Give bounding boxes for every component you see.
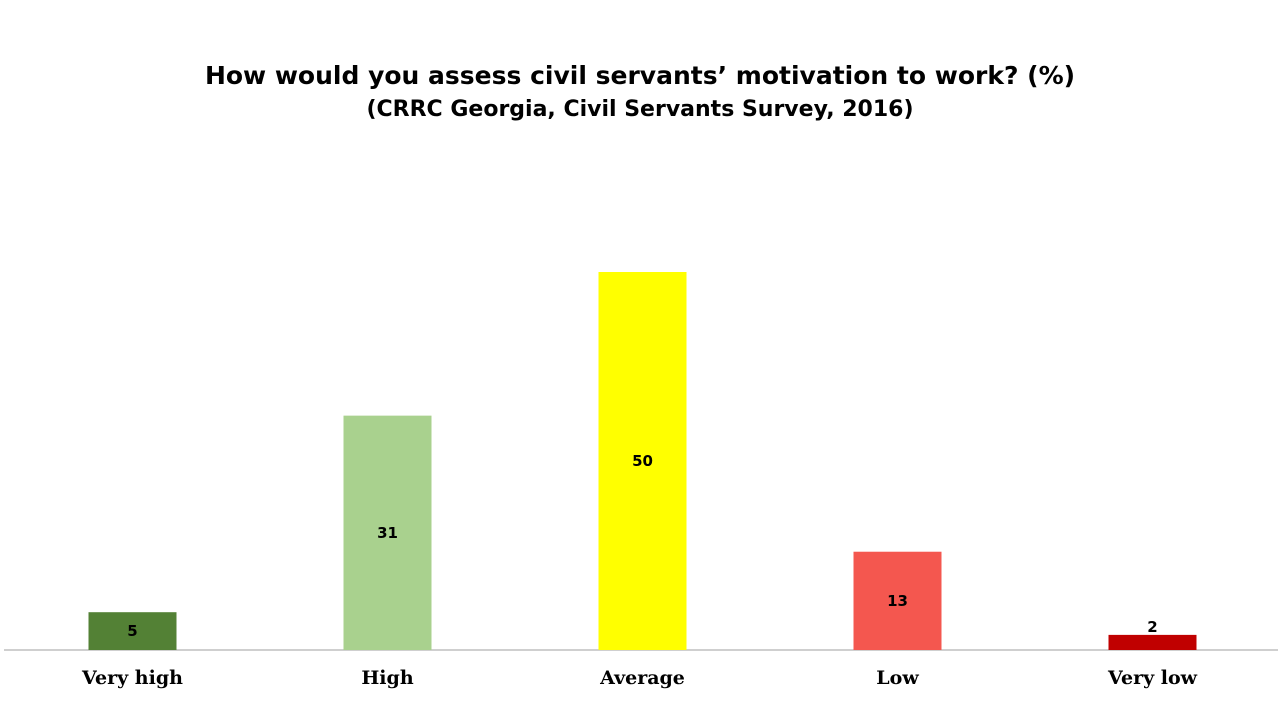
value-labels-group: 5 31 50 13 2 — [127, 452, 1157, 640]
data-label-very-low: 2 — [1147, 618, 1157, 636]
chart-title-block: How would you assess civil servants’ mot… — [0, 58, 1280, 126]
bar-very-low — [1108, 634, 1197, 650]
category-label-average: Average — [599, 667, 685, 689]
category-label-very-low: Very low — [1107, 667, 1198, 689]
category-label-very-high: Very high — [81, 667, 183, 689]
bar-very-high — [88, 612, 177, 650]
data-label-high: 31 — [377, 524, 398, 542]
bars-group — [88, 272, 1197, 650]
chart-title: How would you assess civil servants’ mot… — [204, 61, 1076, 90]
data-label-average: 50 — [632, 452, 653, 470]
bar-high — [343, 415, 432, 650]
category-labels-group: Very high High Average Low Very low — [81, 667, 1198, 689]
chart-subtitle: (CRRC Georgia, Civil Servants Survey, 20… — [366, 97, 914, 122]
data-label-very-high: 5 — [127, 622, 137, 640]
bar-low — [853, 551, 942, 650]
data-label-low: 13 — [887, 592, 908, 610]
category-label-high: High — [361, 667, 413, 689]
bar-average — [598, 272, 687, 650]
category-label-low: Low — [876, 667, 919, 689]
